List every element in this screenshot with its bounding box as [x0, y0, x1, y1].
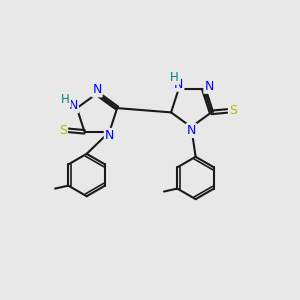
- Text: N: N: [174, 78, 183, 91]
- Text: H: H: [61, 93, 70, 106]
- Text: N: N: [187, 124, 196, 137]
- Text: S: S: [229, 104, 237, 117]
- Text: N: N: [69, 99, 78, 112]
- Text: H: H: [170, 71, 179, 84]
- Text: N: N: [204, 80, 214, 93]
- Text: N: N: [92, 83, 102, 96]
- Text: S: S: [59, 124, 67, 137]
- Text: N: N: [105, 129, 114, 142]
